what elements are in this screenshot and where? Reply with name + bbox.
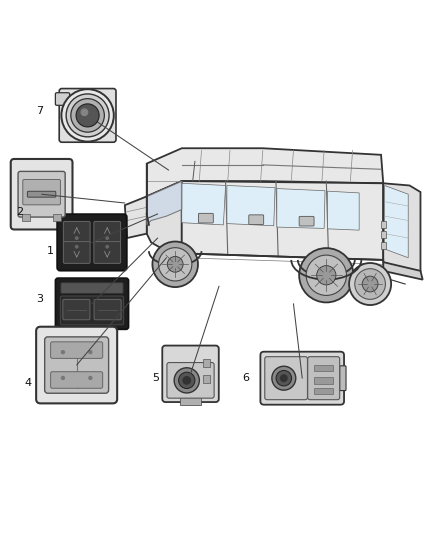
FancyBboxPatch shape <box>18 172 65 217</box>
FancyBboxPatch shape <box>307 357 339 400</box>
FancyBboxPatch shape <box>265 357 307 400</box>
FancyBboxPatch shape <box>249 215 264 224</box>
Text: 7: 7 <box>36 106 43 116</box>
Polygon shape <box>147 148 383 197</box>
Circle shape <box>182 376 191 385</box>
FancyBboxPatch shape <box>51 372 102 388</box>
FancyBboxPatch shape <box>36 327 117 403</box>
FancyBboxPatch shape <box>59 88 116 142</box>
FancyBboxPatch shape <box>51 342 102 358</box>
Polygon shape <box>383 262 423 280</box>
FancyBboxPatch shape <box>63 300 90 320</box>
Circle shape <box>61 350 65 354</box>
FancyBboxPatch shape <box>314 388 333 394</box>
FancyBboxPatch shape <box>57 214 127 271</box>
FancyBboxPatch shape <box>55 93 70 106</box>
Circle shape <box>167 256 183 272</box>
FancyBboxPatch shape <box>64 241 90 263</box>
FancyBboxPatch shape <box>381 243 386 249</box>
FancyBboxPatch shape <box>45 337 109 393</box>
Text: 2: 2 <box>16 207 23 217</box>
FancyBboxPatch shape <box>314 365 333 371</box>
Text: 3: 3 <box>36 294 43 304</box>
Circle shape <box>105 245 109 249</box>
FancyBboxPatch shape <box>94 241 120 263</box>
FancyBboxPatch shape <box>53 214 61 221</box>
Text: 1: 1 <box>47 246 54 256</box>
FancyBboxPatch shape <box>381 221 386 228</box>
Circle shape <box>349 263 391 305</box>
Polygon shape <box>147 181 182 253</box>
Circle shape <box>152 241 198 287</box>
Circle shape <box>174 368 199 393</box>
FancyBboxPatch shape <box>162 345 219 402</box>
FancyBboxPatch shape <box>203 359 210 367</box>
Circle shape <box>280 374 288 382</box>
Text: 4: 4 <box>25 377 32 387</box>
Circle shape <box>355 269 385 300</box>
FancyBboxPatch shape <box>94 221 120 243</box>
FancyBboxPatch shape <box>55 278 129 329</box>
FancyBboxPatch shape <box>94 300 121 320</box>
Circle shape <box>71 99 104 132</box>
FancyBboxPatch shape <box>60 296 124 325</box>
Circle shape <box>362 276 378 292</box>
Circle shape <box>179 372 195 389</box>
Circle shape <box>317 265 336 285</box>
Circle shape <box>272 366 296 390</box>
Text: 6: 6 <box>242 373 249 383</box>
FancyBboxPatch shape <box>22 214 30 221</box>
Circle shape <box>61 89 114 142</box>
FancyBboxPatch shape <box>11 159 73 230</box>
Circle shape <box>66 94 109 137</box>
Circle shape <box>159 248 192 281</box>
Polygon shape <box>385 185 408 258</box>
Polygon shape <box>182 181 383 260</box>
FancyBboxPatch shape <box>198 213 213 223</box>
Text: 5: 5 <box>152 373 159 383</box>
Polygon shape <box>227 185 275 226</box>
FancyBboxPatch shape <box>64 221 90 243</box>
Circle shape <box>299 248 353 302</box>
FancyBboxPatch shape <box>23 180 60 205</box>
FancyBboxPatch shape <box>299 216 314 226</box>
Circle shape <box>88 350 92 354</box>
Polygon shape <box>328 191 359 230</box>
Polygon shape <box>383 183 420 271</box>
FancyBboxPatch shape <box>28 191 56 197</box>
Polygon shape <box>147 181 182 225</box>
FancyBboxPatch shape <box>167 362 214 398</box>
FancyBboxPatch shape <box>203 375 210 383</box>
Circle shape <box>61 376 65 380</box>
Polygon shape <box>125 197 147 238</box>
FancyBboxPatch shape <box>180 397 201 405</box>
FancyBboxPatch shape <box>314 377 333 384</box>
FancyBboxPatch shape <box>381 231 386 238</box>
Circle shape <box>276 370 292 386</box>
Circle shape <box>81 108 88 116</box>
FancyBboxPatch shape <box>61 282 123 294</box>
Circle shape <box>76 104 99 127</box>
Circle shape <box>105 236 109 240</box>
FancyBboxPatch shape <box>340 366 346 391</box>
Circle shape <box>306 255 346 295</box>
Circle shape <box>75 236 79 240</box>
Polygon shape <box>277 189 325 229</box>
FancyBboxPatch shape <box>260 352 344 405</box>
Circle shape <box>75 245 79 249</box>
Polygon shape <box>182 183 226 225</box>
Circle shape <box>88 376 92 380</box>
